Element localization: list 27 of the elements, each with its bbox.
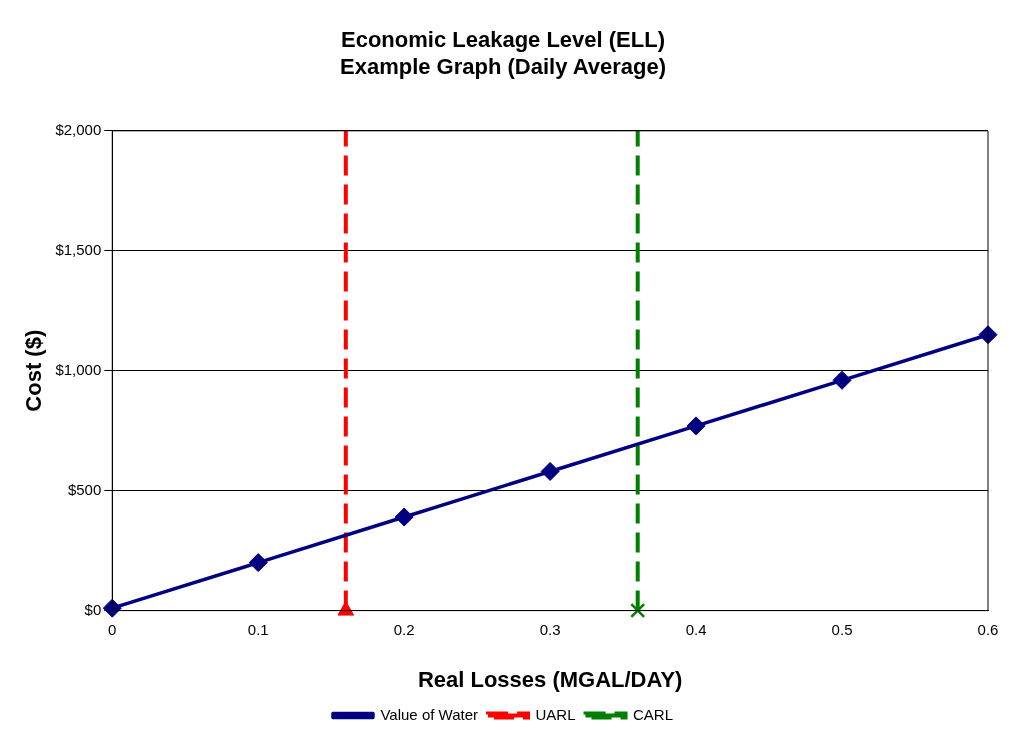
x-axis-title: Real Losses (MGAL/DAY) bbox=[417, 666, 683, 692]
y-tick-label: $1,500 bbox=[55, 240, 102, 258]
point bbox=[630, 602, 646, 619]
y-axis-title: Cost ($) bbox=[21, 329, 47, 412]
x-tick-label: 0.1 bbox=[247, 620, 269, 638]
text: Economic Leakage Level (ELL) bbox=[341, 27, 665, 53]
point bbox=[248, 553, 268, 573]
point bbox=[102, 598, 122, 618]
x-tick-label: 0.5 bbox=[831, 620, 853, 638]
x-tick-label: 0.4 bbox=[685, 620, 707, 638]
point bbox=[686, 416, 706, 436]
y-tick-label: $500 bbox=[67, 480, 102, 498]
legend-label: CARL bbox=[633, 705, 674, 723]
y-tick-label: $1,000 bbox=[55, 360, 102, 378]
point bbox=[540, 461, 560, 481]
y-tick-label: $2,000 bbox=[55, 120, 102, 138]
text: Example Graph (Daily Average) bbox=[339, 53, 667, 79]
legend-label: UARL bbox=[535, 705, 576, 723]
point bbox=[337, 601, 355, 616]
y-tick-label: $0 bbox=[84, 600, 102, 618]
legend-label: Value of Water bbox=[380, 705, 479, 723]
point bbox=[832, 370, 852, 390]
x-tick-label: 0 bbox=[108, 620, 117, 638]
x-tick-label: 0.2 bbox=[393, 620, 415, 638]
point bbox=[394, 507, 414, 527]
x-tick-label: 0.3 bbox=[539, 620, 561, 638]
x-tick-label: 0.6 bbox=[977, 620, 999, 638]
